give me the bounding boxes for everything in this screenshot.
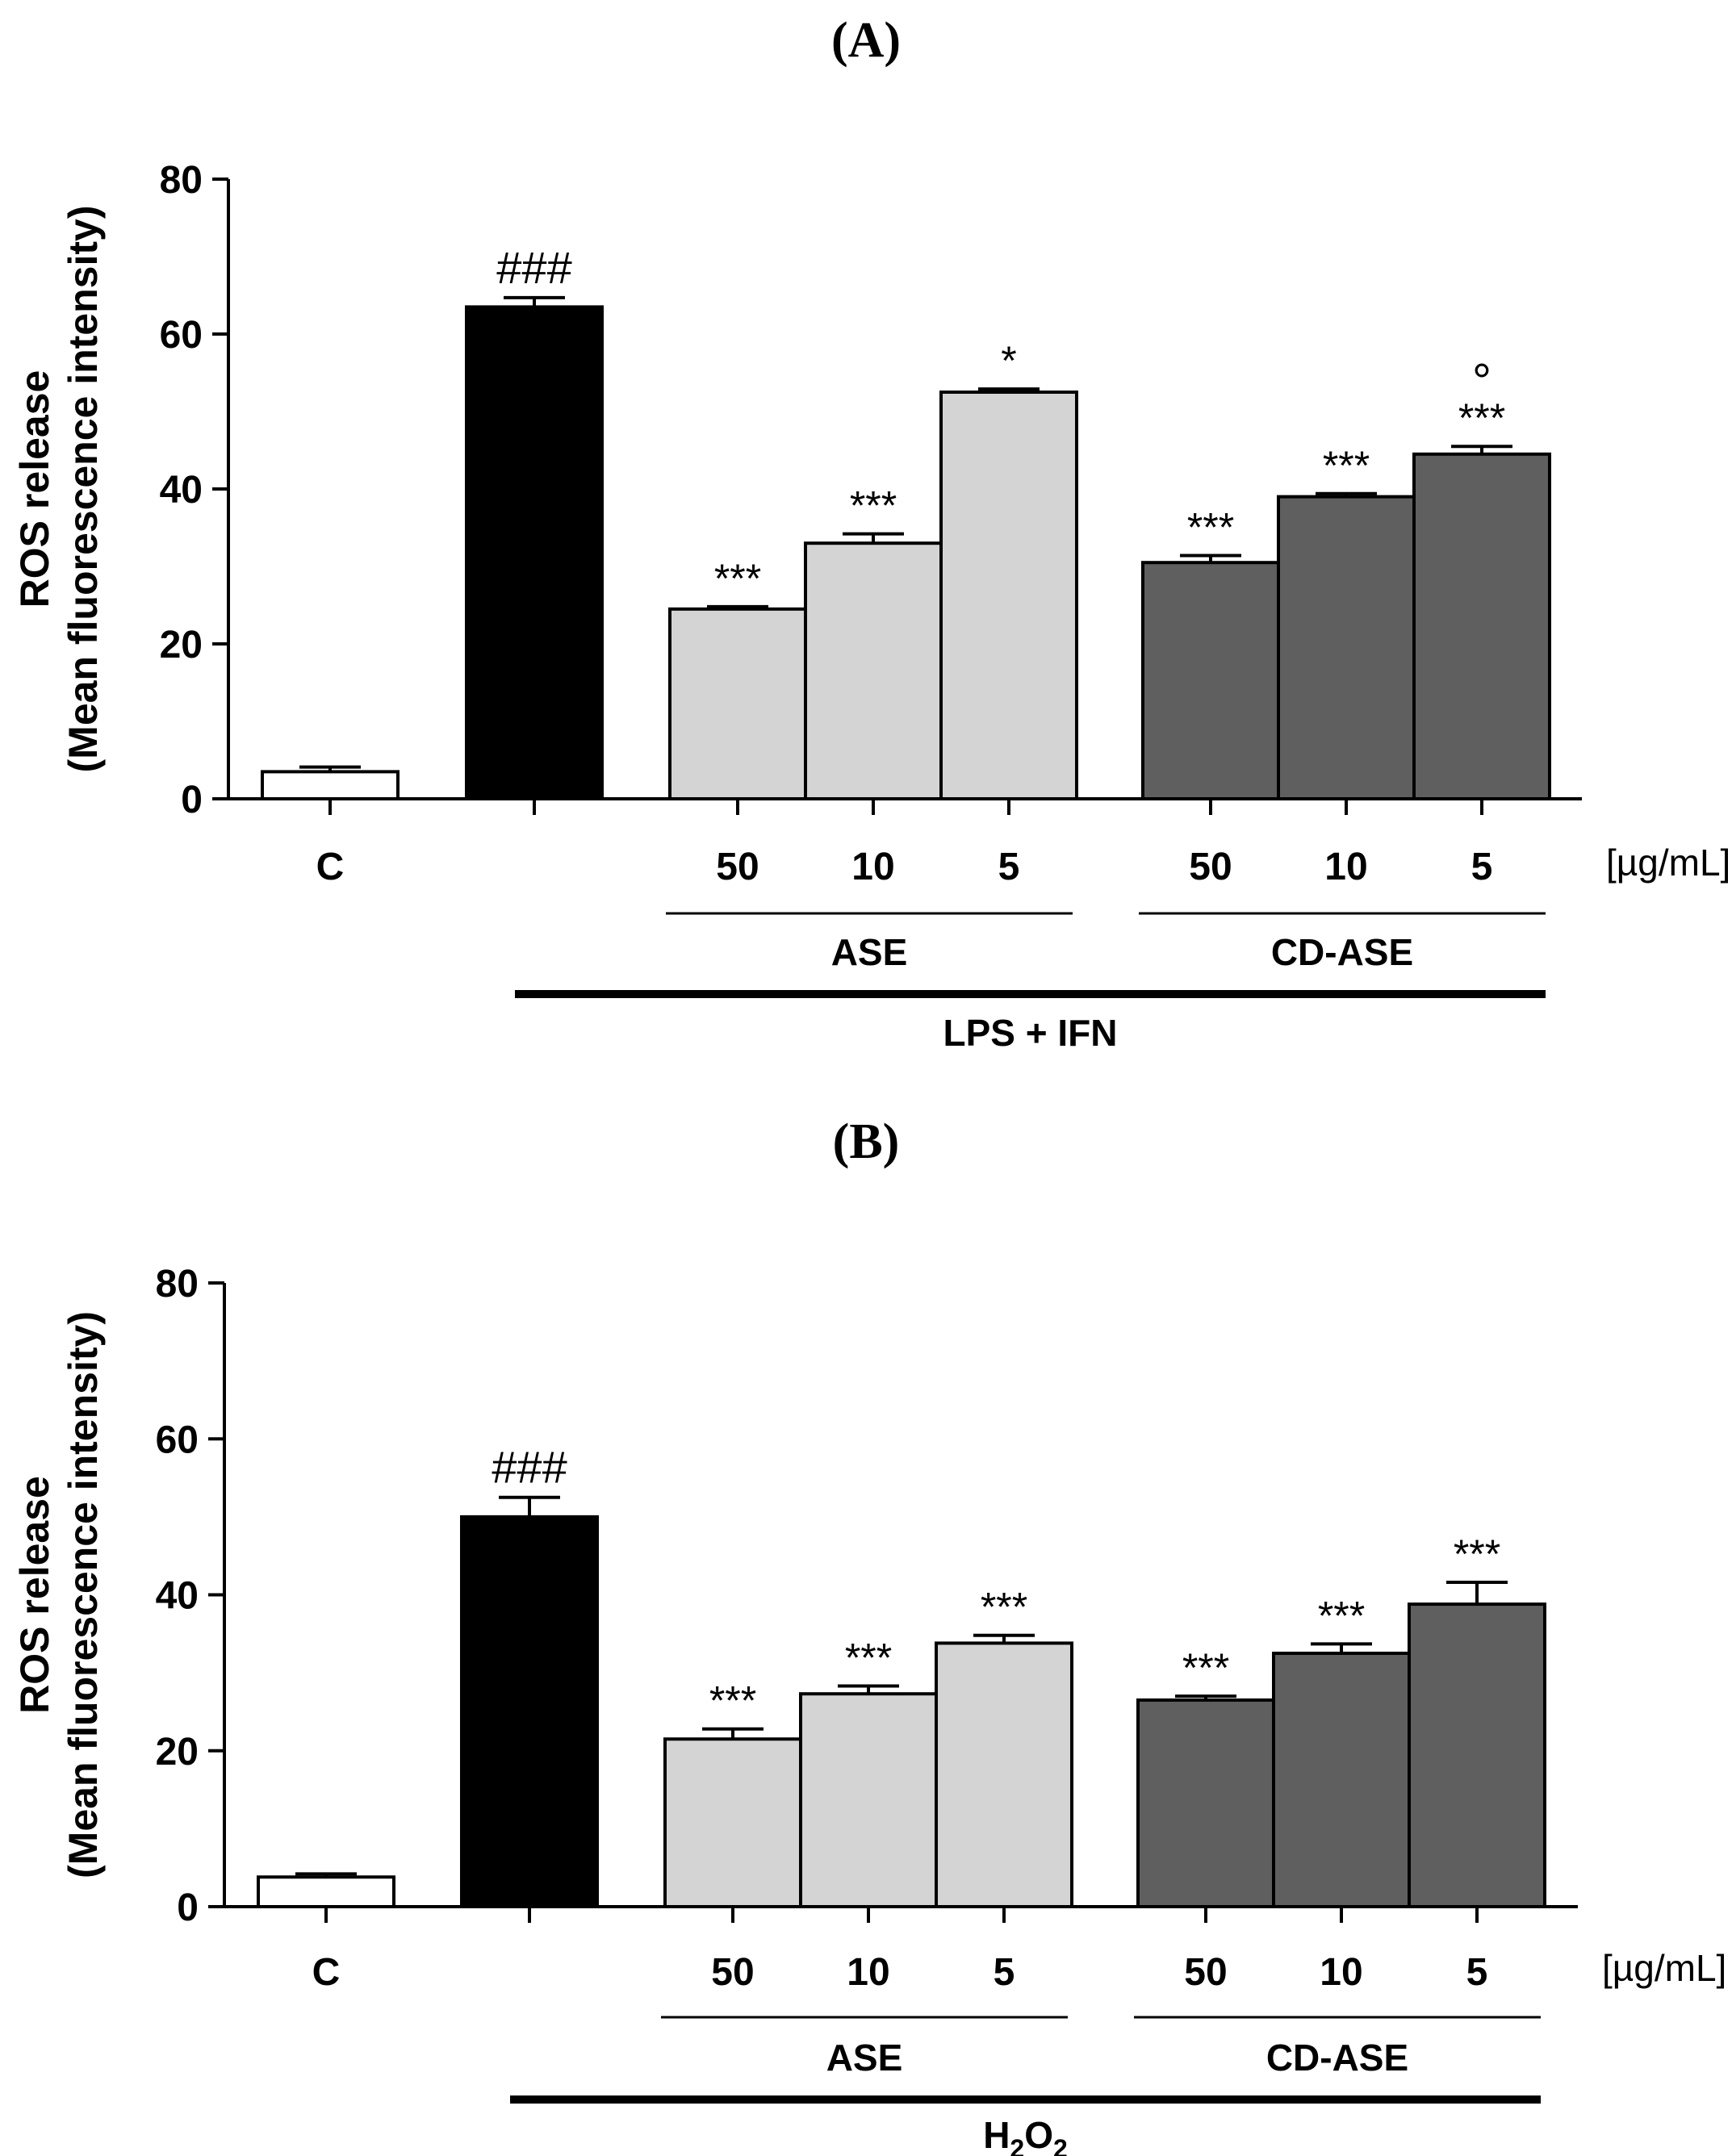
bar xyxy=(257,1875,395,1908)
unit-label: [µg/mL] xyxy=(1606,842,1730,884)
x-category-label: 10 xyxy=(1324,846,1367,888)
panel-label: (A) xyxy=(831,13,901,68)
treatment-label-subscript: 2 xyxy=(1053,2134,1068,2156)
significance-label: *** xyxy=(1458,395,1505,441)
bar xyxy=(261,770,400,801)
bar xyxy=(460,1515,599,1908)
significance-label: ### xyxy=(492,1442,567,1493)
significance-label: *** xyxy=(1187,505,1234,550)
y-tick-label: 40 xyxy=(160,469,203,512)
x-category-label: 50 xyxy=(1189,846,1232,888)
panel-label: (B) xyxy=(833,1114,900,1169)
significance-extra-mark: ° xyxy=(1472,354,1491,408)
significance-label: ### xyxy=(496,242,571,293)
treatment-label-text: H xyxy=(983,2114,1010,2156)
bar xyxy=(1277,495,1416,800)
y-tick-label: 20 xyxy=(160,624,203,666)
bar xyxy=(663,1737,802,1909)
significance-label: *** xyxy=(850,483,897,529)
y-tick-label: 80 xyxy=(160,159,203,202)
bar xyxy=(668,607,807,800)
treatment-label-subscript: 2 xyxy=(1010,2134,1024,2156)
y-tick-label: 0 xyxy=(181,779,203,821)
group-label: ASE xyxy=(831,931,908,973)
unit-label: [µg/mL] xyxy=(1602,1947,1726,1989)
treatment-label-text: LPS + IFN xyxy=(943,1012,1118,1054)
y-axis-title-line1: ROS release xyxy=(12,370,57,608)
significance-label: *** xyxy=(709,1678,756,1724)
chart-panel-a: (A) ROS release (Mean fluorescence intensi… xyxy=(12,13,1730,1054)
significance-label: *** xyxy=(845,1636,892,1681)
x-category-label: 5 xyxy=(998,846,1020,888)
x-category-label: 50 xyxy=(716,846,759,888)
y-tick-label: 60 xyxy=(156,1419,199,1461)
y-tick-label: 0 xyxy=(177,1886,199,1929)
x-category-label: C xyxy=(316,846,345,888)
x-category-label: 5 xyxy=(1466,1951,1488,1994)
bar xyxy=(1272,1651,1411,1908)
y-axis-title-line2: (Mean fluorescence intensity) xyxy=(61,206,106,773)
significance-label: *** xyxy=(1182,1645,1229,1690)
significance-label: *** xyxy=(981,1585,1027,1630)
y-axis-title-line1: ROS release xyxy=(12,1476,57,1714)
bar xyxy=(799,1692,938,1909)
treatment-label: H2O2 xyxy=(983,2114,1068,2156)
x-category-label: 10 xyxy=(847,1951,889,1994)
y-axis-title-line2: (Mean fluorescence intensity) xyxy=(61,1311,106,1878)
significance-label: * xyxy=(1001,338,1016,383)
treatment-label-text: O xyxy=(1024,2114,1053,2156)
significance-label: *** xyxy=(714,556,761,601)
chart-panel-b: (B) ROS release (Mean fluorescence intensi… xyxy=(12,1114,1726,2156)
x-category-label: 10 xyxy=(1320,1951,1362,1994)
x-category-label: 5 xyxy=(1471,846,1493,888)
x-category-label: 50 xyxy=(711,1951,754,1994)
bar xyxy=(465,305,604,800)
y-tick-label: 60 xyxy=(160,314,203,357)
bar xyxy=(1408,1602,1546,1908)
y-tick-label: 80 xyxy=(156,1263,199,1306)
bar xyxy=(935,1641,1073,1908)
significance-label: *** xyxy=(1323,443,1370,488)
bar xyxy=(1136,1698,1275,1909)
y-tick-label: 20 xyxy=(156,1731,199,1774)
group-label: ASE xyxy=(826,2037,903,2079)
x-category-label: C xyxy=(312,1951,341,1994)
bar xyxy=(1412,452,1551,800)
significance-label: *** xyxy=(1318,1593,1365,1638)
group-label: CD-ASE xyxy=(1266,2037,1408,2079)
significance-label: *** xyxy=(1454,1531,1500,1577)
bar xyxy=(804,541,943,800)
treatment-label: LPS + IFN xyxy=(943,1012,1118,1054)
y-tick-label: 40 xyxy=(156,1575,199,1618)
bar xyxy=(939,391,1078,800)
bar xyxy=(1141,561,1280,800)
x-category-label: 10 xyxy=(851,846,894,888)
x-category-label: 50 xyxy=(1184,1951,1227,1994)
x-category-label: 5 xyxy=(994,1951,1015,1994)
group-label: CD-ASE xyxy=(1271,931,1413,973)
